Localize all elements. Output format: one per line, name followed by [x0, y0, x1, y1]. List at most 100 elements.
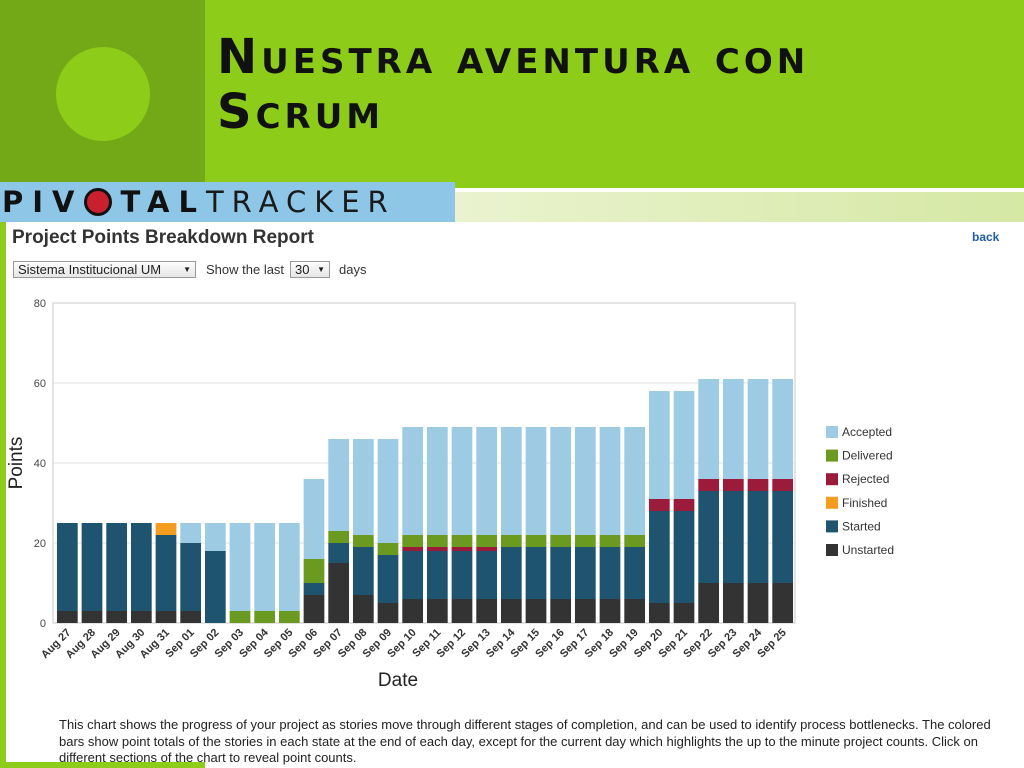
bar-segment-started[interactable] [303, 583, 325, 595]
bar-segment-accepted[interactable] [722, 379, 744, 479]
bar-segment-delivered[interactable] [377, 543, 399, 555]
bar-segment-rejected[interactable] [747, 479, 769, 491]
bar-segment-started[interactable] [81, 523, 103, 611]
project-select[interactable]: Sistema Institucional UM ▼ [13, 260, 196, 278]
bar-segment-unstarted[interactable] [525, 599, 547, 623]
bar-segment-accepted[interactable] [254, 523, 276, 611]
bar-segment-unstarted[interactable] [698, 583, 720, 623]
bar-segment-started[interactable] [402, 551, 424, 599]
bar-segment-started[interactable] [204, 551, 226, 623]
bar-segment-unstarted[interactable] [130, 611, 152, 623]
bar-segment-started[interactable] [525, 547, 547, 599]
bar-segment-rejected[interactable] [476, 547, 498, 551]
bar-segment-delivered[interactable] [599, 535, 621, 547]
bar-segment-delivered[interactable] [550, 535, 572, 547]
bar-segment-delivered[interactable] [451, 535, 473, 547]
bar-segment-accepted[interactable] [402, 427, 424, 535]
bar-segment-started[interactable] [648, 511, 670, 603]
bar-segment-accepted[interactable] [204, 523, 226, 551]
bar-segment-unstarted[interactable] [722, 583, 744, 623]
bar-segment-rejected[interactable] [673, 499, 695, 511]
bar-segment-unstarted[interactable] [56, 611, 78, 623]
bar-segment-unstarted[interactable] [377, 603, 399, 623]
bar-segment-started[interactable] [722, 491, 744, 583]
bar-segment-accepted[interactable] [426, 427, 448, 535]
bar-segment-started[interactable] [155, 535, 177, 611]
bar-segment-delivered[interactable] [624, 535, 646, 547]
bar-segment-unstarted[interactable] [328, 563, 350, 623]
bar-segment-delivered[interactable] [328, 531, 350, 543]
bar-segment-delivered[interactable] [574, 535, 596, 547]
bar-segment-started[interactable] [476, 551, 498, 599]
bar-segment-unstarted[interactable] [352, 595, 374, 623]
bar-segment-unstarted[interactable] [648, 603, 670, 623]
bar-segment-delivered[interactable] [278, 611, 300, 623]
bar-segment-accepted[interactable] [303, 479, 325, 559]
bar-segment-rejected[interactable] [772, 479, 794, 491]
bar-segment-accepted[interactable] [229, 523, 251, 611]
bar-segment-accepted[interactable] [599, 427, 621, 535]
bar-segment-started[interactable] [599, 547, 621, 599]
bar-segment-started[interactable] [673, 511, 695, 603]
bar-segment-accepted[interactable] [500, 427, 522, 535]
bar-segment-started[interactable] [426, 551, 448, 599]
bar-segment-unstarted[interactable] [106, 611, 128, 623]
bar-segment-unstarted[interactable] [772, 583, 794, 623]
days-select[interactable]: 30 ▼ [290, 260, 331, 278]
bar-segment-accepted[interactable] [574, 427, 596, 535]
bar-segment-accepted[interactable] [476, 427, 498, 535]
bar-segment-rejected[interactable] [402, 547, 424, 551]
bar-segment-delivered[interactable] [476, 535, 498, 547]
bar-segment-started[interactable] [56, 523, 78, 611]
bar-segment-delivered[interactable] [500, 535, 522, 547]
bar-segment-finished[interactable] [155, 523, 177, 535]
bar-segment-unstarted[interactable] [426, 599, 448, 623]
bar-segment-accepted[interactable] [648, 391, 670, 499]
bar-segment-rejected[interactable] [722, 479, 744, 491]
bar-segment-accepted[interactable] [747, 379, 769, 479]
bar-segment-unstarted[interactable] [500, 599, 522, 623]
bar-segment-unstarted[interactable] [155, 611, 177, 623]
bar-segment-accepted[interactable] [278, 523, 300, 611]
bar-segment-accepted[interactable] [328, 439, 350, 531]
bar-segment-rejected[interactable] [426, 547, 448, 551]
bar-segment-unstarted[interactable] [747, 583, 769, 623]
bar-segment-delivered[interactable] [303, 559, 325, 583]
bar-segment-rejected[interactable] [648, 499, 670, 511]
bar-segment-started[interactable] [130, 523, 152, 611]
bar-segment-accepted[interactable] [550, 427, 572, 535]
bar-segment-unstarted[interactable] [303, 595, 325, 623]
bar-segment-accepted[interactable] [451, 427, 473, 535]
bar-segment-delivered[interactable] [525, 535, 547, 547]
bar-segment-unstarted[interactable] [574, 599, 596, 623]
bar-segment-unstarted[interactable] [599, 599, 621, 623]
bar-segment-accepted[interactable] [180, 523, 202, 543]
bar-segment-unstarted[interactable] [624, 599, 646, 623]
bar-segment-delivered[interactable] [254, 611, 276, 623]
back-link[interactable]: back [972, 230, 1000, 244]
bar-segment-delivered[interactable] [229, 611, 251, 623]
bar-segment-unstarted[interactable] [476, 599, 498, 623]
bar-segment-started[interactable] [377, 555, 399, 603]
bar-segment-unstarted[interactable] [550, 599, 572, 623]
bar-segment-unstarted[interactable] [81, 611, 103, 623]
bar-segment-accepted[interactable] [525, 427, 547, 535]
bar-segment-started[interactable] [698, 491, 720, 583]
bar-segment-accepted[interactable] [673, 391, 695, 499]
bar-segment-accepted[interactable] [624, 427, 646, 535]
bar-segment-unstarted[interactable] [451, 599, 473, 623]
bar-segment-unstarted[interactable] [402, 599, 424, 623]
bar-segment-started[interactable] [772, 491, 794, 583]
bar-segment-started[interactable] [451, 551, 473, 599]
bar-segment-delivered[interactable] [402, 535, 424, 547]
bar-segment-started[interactable] [550, 547, 572, 599]
bar-segment-started[interactable] [328, 543, 350, 563]
bar-segment-accepted[interactable] [377, 439, 399, 543]
bar-segment-accepted[interactable] [352, 439, 374, 535]
bar-segment-unstarted[interactable] [673, 603, 695, 623]
bar-segment-delivered[interactable] [426, 535, 448, 547]
bar-segment-rejected[interactable] [451, 547, 473, 551]
bar-segment-unstarted[interactable] [180, 611, 202, 623]
bar-segment-accepted[interactable] [772, 379, 794, 479]
bar-segment-rejected[interactable] [698, 479, 720, 491]
